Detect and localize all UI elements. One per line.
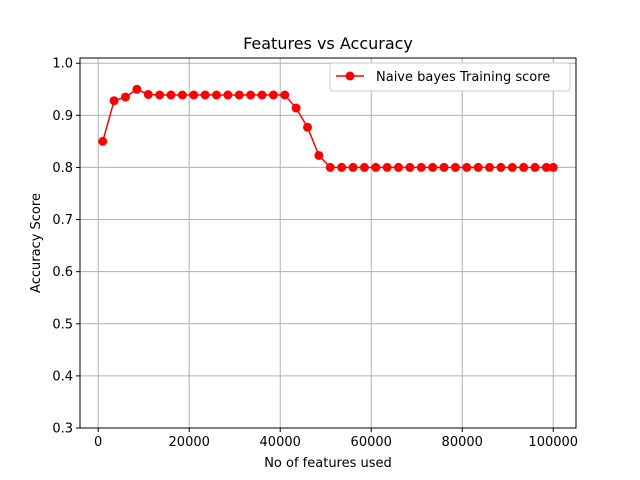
- data-point: [428, 162, 438, 172]
- data-point: [212, 90, 222, 100]
- y-tick-label: 0.8: [52, 161, 73, 176]
- chart-title: Features vs Accuracy: [243, 34, 413, 53]
- data-point: [485, 162, 495, 172]
- data-point: [371, 162, 381, 172]
- x-tick-label: 0: [94, 435, 102, 450]
- data-point: [246, 90, 256, 100]
- y-axis-label: Accuracy Score: [29, 193, 44, 293]
- data-point: [314, 150, 324, 160]
- x-tick-label: 80000: [442, 435, 483, 450]
- data-point: [450, 162, 460, 172]
- x-tick-label: 40000: [260, 435, 301, 450]
- data-point: [223, 90, 233, 100]
- data-point: [405, 162, 415, 172]
- data-point: [189, 90, 199, 100]
- x-axis-label: No of features used: [264, 456, 392, 471]
- data-point: [200, 90, 210, 100]
- data-point: [132, 84, 142, 94]
- x-tick-label: 60000: [351, 435, 392, 450]
- data-point: [234, 90, 244, 100]
- data-point: [507, 162, 517, 172]
- legend-box: [329, 62, 571, 92]
- data-point: [280, 90, 290, 100]
- data-point: [121, 92, 131, 102]
- data-point: [359, 162, 369, 172]
- y-tick-label: 0.9: [52, 109, 73, 124]
- data-point: [462, 162, 472, 172]
- data-point: [530, 162, 540, 172]
- data-point: [303, 122, 313, 132]
- data-point: [473, 162, 483, 172]
- data-point: [109, 96, 119, 106]
- legend-marker: [345, 71, 355, 81]
- data-point: [325, 162, 335, 172]
- data-point: [439, 162, 449, 172]
- data-point: [394, 162, 404, 172]
- data-point: [155, 90, 165, 100]
- y-tick-label: 0.5: [52, 317, 73, 332]
- data-point: [98, 136, 108, 146]
- data-point: [268, 90, 278, 100]
- y-tick-label: 0.3: [52, 422, 73, 437]
- series-line: [102, 88, 554, 169]
- data-point: [177, 90, 187, 100]
- ticks-layer: 0 20000 40000 60000 80000 100000 0.3 0.4 0.5 0.6 0…: [52, 57, 578, 450]
- x-tick-label: 20000: [169, 435, 210, 450]
- data-point: [496, 162, 506, 172]
- data-point: [337, 162, 347, 172]
- legend-label: Naive bayes Training score: [376, 70, 550, 85]
- data-point: [143, 89, 153, 99]
- y-tick-label: 0.6: [52, 265, 73, 280]
- data-point: [382, 162, 392, 172]
- y-tick-label: 0.4: [52, 369, 73, 384]
- series-layer: [98, 84, 558, 172]
- data-point: [416, 162, 426, 172]
- legend: Naive bayes Training score: [329, 62, 571, 92]
- y-tick-label: 0.7: [52, 213, 73, 228]
- grid-layer: [80, 58, 576, 429]
- data-point: [348, 162, 358, 172]
- data-point: [548, 162, 558, 172]
- data-point: [291, 103, 301, 113]
- plot-area: [79, 57, 577, 429]
- data-point: [257, 90, 267, 100]
- data-point: [166, 90, 176, 100]
- x-tick-label: 100000: [528, 435, 578, 450]
- data-point: [541, 162, 551, 172]
- y-tick-label: 1.0: [52, 57, 73, 72]
- data-point: [519, 162, 529, 172]
